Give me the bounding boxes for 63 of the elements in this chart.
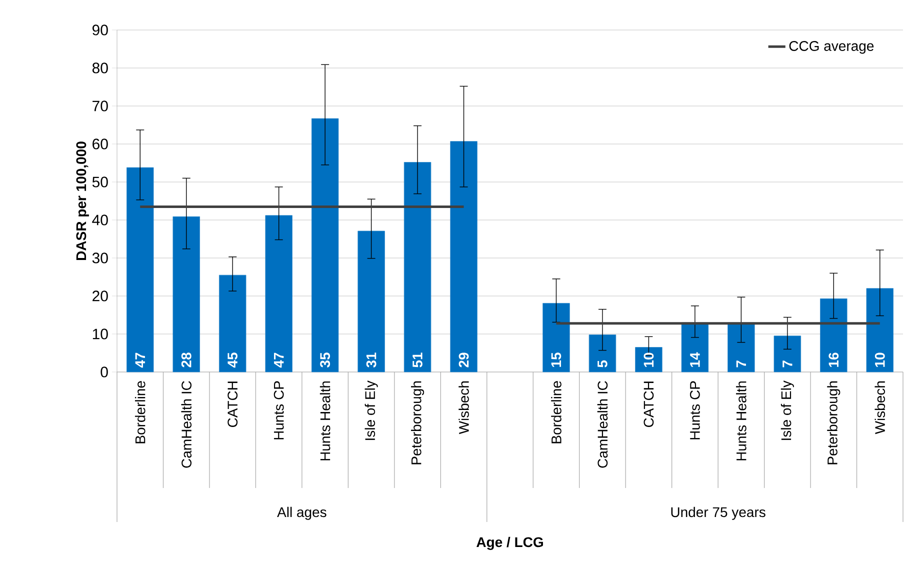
- y-axis-title: DASR per 100,000: [76, 142, 89, 260]
- bar: [404, 162, 432, 372]
- x-tick-label: Wisbech: [458, 381, 469, 434]
- x-tick-label: CATCH: [228, 382, 238, 427]
- bar: [172, 216, 200, 372]
- x-tick-label: Hunts CP: [274, 381, 284, 440]
- y-tick-label: 50: [92, 176, 108, 188]
- text: All ages: [277, 506, 326, 520]
- y-tick-label: 60: [92, 138, 108, 150]
- annotation: 45: [228, 352, 238, 368]
- bar: [311, 118, 339, 372]
- y-tick-label: 70: [92, 100, 108, 112]
- y-tick-label: 80: [92, 62, 108, 74]
- bar: [681, 322, 709, 372]
- annotation: 14: [690, 352, 700, 367]
- annotation: 16: [828, 352, 839, 367]
- x-tick-label: Isle of Ely: [364, 380, 378, 440]
- bar: [635, 347, 662, 372]
- annotation: 35: [320, 352, 330, 368]
- bar: [866, 288, 894, 372]
- bar: [265, 215, 292, 372]
- annotation: 5: [598, 360, 608, 368]
- text: Under 75 years: [671, 506, 766, 520]
- x-tick-label: Hunts Health: [320, 381, 330, 460]
- annotation: 7: [782, 360, 792, 368]
- bar: [728, 322, 755, 372]
- bar: [126, 167, 154, 372]
- bar: [820, 298, 848, 372]
- x-tick-label: Hunts Health: [736, 381, 746, 460]
- annotation: 47: [135, 352, 145, 368]
- x-tick-label: Borderline: [551, 381, 562, 444]
- bar: [358, 230, 385, 372]
- annotation: 47: [274, 352, 284, 368]
- y-tick-label: 30: [92, 252, 108, 264]
- y-tick-label: 40: [92, 214, 108, 226]
- bar: [774, 336, 802, 372]
- x-tick-label: CamHealth IC: [597, 381, 608, 468]
- annotation: 51: [412, 352, 422, 368]
- legend-label: CCG average: [789, 41, 874, 54]
- bar: [588, 334, 616, 372]
- annotation: 15: [551, 352, 562, 367]
- bar: [218, 274, 246, 372]
- bar: [450, 141, 478, 372]
- y-tick-label: 90: [92, 24, 108, 36]
- x-axis-title: Age / LCG: [476, 536, 543, 550]
- annotation: 29: [458, 352, 469, 368]
- annotation: 7: [736, 360, 746, 368]
- x-tick-label: Isle of Ely: [780, 380, 794, 440]
- x-tick-label: CamHealth IC: [181, 381, 192, 468]
- y-tick-label: 0: [100, 366, 108, 378]
- annotation: 10: [874, 352, 885, 367]
- y-tick-label: 20: [92, 290, 108, 302]
- y-tick-label: 10: [92, 328, 108, 340]
- x-tick-label: Peterborough: [827, 381, 840, 464]
- annotation: 28: [181, 352, 192, 368]
- x-tick-label: Wisbech: [874, 381, 886, 434]
- annotation: 31: [366, 352, 376, 368]
- x-tick-label: CATCH: [644, 382, 654, 427]
- annotation: 10: [644, 352, 654, 367]
- x-tick-label: Peterborough: [411, 381, 424, 464]
- x-tick-label: Borderline: [134, 381, 146, 444]
- x-tick-label: Hunts CP: [690, 381, 700, 440]
- bar: [542, 303, 570, 372]
